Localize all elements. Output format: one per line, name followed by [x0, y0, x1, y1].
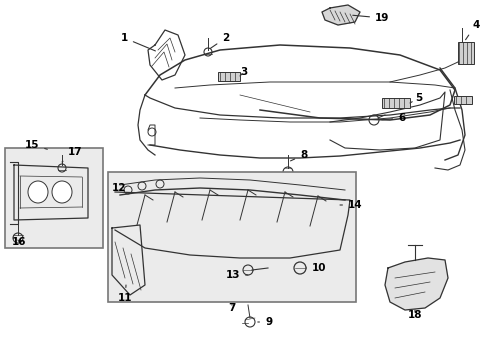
Text: 9: 9 [258, 317, 272, 327]
Ellipse shape [52, 181, 72, 203]
Text: 14: 14 [340, 200, 363, 210]
Bar [218, 72, 240, 81]
Text: 19: 19 [353, 13, 390, 23]
Text: 6: 6 [382, 113, 405, 123]
Bar [5, 148, 103, 248]
Polygon shape [322, 5, 360, 25]
Text: 12: 12 [112, 183, 126, 193]
Ellipse shape [28, 181, 48, 203]
Text: 5: 5 [410, 93, 422, 103]
Bar [458, 42, 474, 64]
Text: 2: 2 [210, 33, 229, 49]
Text: 13: 13 [225, 270, 248, 280]
Text: 16: 16 [12, 237, 26, 247]
Text: 11: 11 [118, 285, 132, 303]
Text: 8: 8 [291, 150, 307, 161]
Bar [382, 98, 410, 108]
Bar [454, 96, 472, 104]
Bar [108, 172, 356, 302]
Text: 10: 10 [306, 263, 326, 273]
Polygon shape [385, 258, 448, 310]
Text: 1: 1 [121, 33, 155, 51]
Text: 3: 3 [240, 67, 247, 77]
Text: 15: 15 [25, 140, 48, 150]
Text: 17: 17 [62, 147, 83, 162]
Text: 4: 4 [466, 20, 479, 40]
Text: 18: 18 [408, 310, 422, 320]
Text: 7: 7 [228, 303, 236, 313]
